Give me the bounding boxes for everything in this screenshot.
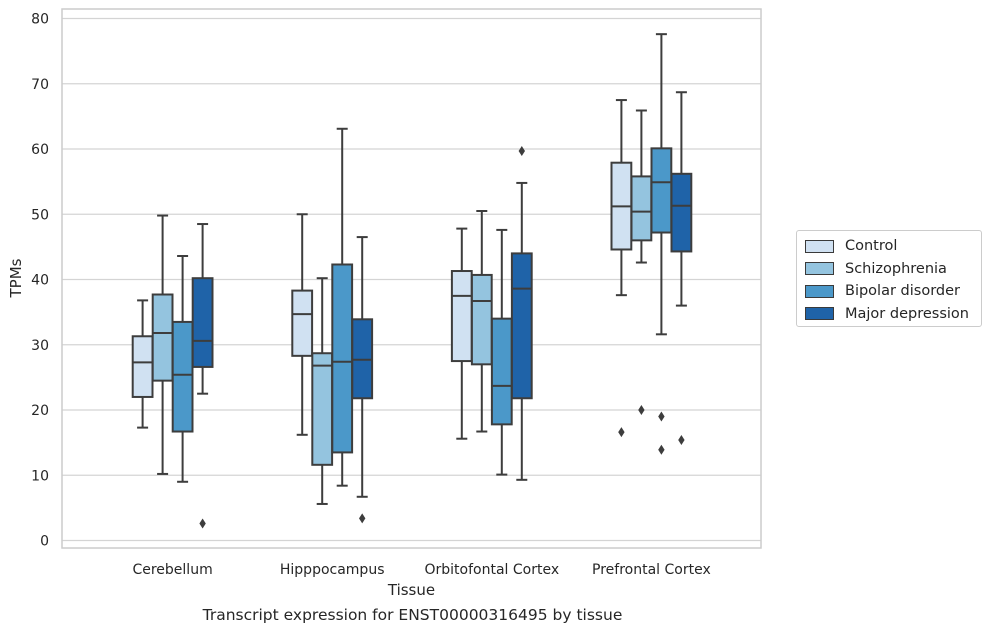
- x-tick-label: Orbitofontal Cortex: [424, 562, 559, 578]
- legend-item: Control: [805, 235, 981, 258]
- legend-item: Major depression: [805, 303, 981, 326]
- box: [131, 299, 154, 429]
- legend-label: Bipolar disorder: [845, 283, 960, 300]
- box: [331, 127, 354, 487]
- y-tick-label: 50: [31, 207, 49, 223]
- box-body: [470, 273, 493, 366]
- box: [191, 223, 214, 529]
- box-series: [131, 33, 693, 529]
- box: [291, 213, 314, 436]
- box: [311, 277, 334, 505]
- box-body: [171, 320, 194, 433]
- box-body: [191, 277, 214, 368]
- y-axis-ticks: 0 10 20 30 40 50 60 70 80: [31, 12, 49, 550]
- x-tick-label: Cerebellum: [132, 562, 212, 578]
- y-tick-label: 0: [40, 534, 49, 550]
- legend-swatch: [805, 262, 834, 276]
- plot-area-background: [62, 9, 761, 548]
- box-body: [630, 175, 653, 242]
- x-tick-label: Prefrontal Cortex: [592, 562, 711, 578]
- outlier-point: [678, 435, 685, 446]
- box-body: [151, 293, 174, 382]
- outlier-point: [518, 145, 525, 156]
- legend-item: Bipolar disorder: [805, 280, 981, 303]
- box: [610, 99, 633, 438]
- y-tick-label: 80: [31, 12, 49, 28]
- outlier-point: [199, 518, 206, 529]
- y-axis-label: TPMs: [7, 258, 25, 298]
- box-body: [670, 172, 693, 253]
- legend-item: Schizophrenia: [805, 258, 981, 281]
- series-control: [131, 99, 633, 440]
- box: [171, 255, 194, 483]
- outlier-point: [638, 405, 645, 415]
- outlier-point: [359, 513, 366, 524]
- plot-frame: [61, 8, 762, 549]
- series-major-depression: [191, 91, 693, 529]
- legend-label: Schizophrenia: [845, 260, 947, 277]
- box: [490, 228, 513, 476]
- x-axis-label: Tissue: [387, 581, 435, 599]
- box-body: [331, 263, 354, 454]
- y-tick-label: 60: [31, 142, 49, 158]
- legend-swatch: [805, 284, 834, 298]
- legend-label: Control: [845, 238, 898, 255]
- legend-label: Major depression: [845, 305, 969, 322]
- box-body: [650, 147, 673, 234]
- outlier-point: [658, 411, 665, 422]
- box-body: [510, 252, 533, 400]
- outlier-point: [658, 444, 665, 455]
- x-tick-label: Hipppocampus: [280, 562, 385, 578]
- series-bipolar-disorder: [171, 33, 673, 487]
- y-tick-label: 70: [31, 77, 49, 93]
- legend-swatch: [805, 307, 834, 321]
- box-body: [311, 352, 334, 466]
- y-tick-label: 10: [31, 468, 49, 484]
- box-body: [131, 335, 154, 398]
- chart-caption: Transcript expression for ENST0000031649…: [202, 606, 623, 624]
- outlier-point: [618, 427, 625, 438]
- legend-swatch: [805, 239, 834, 253]
- series-schizophrenia: [151, 109, 653, 505]
- box: [670, 91, 693, 446]
- box: [510, 145, 533, 481]
- x-axis-ticks: Cerebellum Hipppocampus Orbitofontal Corte…: [132, 562, 710, 578]
- y-tick-label: 20: [31, 403, 49, 419]
- legend: Control Schizophrenia Bipolar disorder Majo…: [796, 230, 982, 327]
- box-body: [490, 317, 513, 426]
- box: [650, 33, 673, 455]
- box-body: [450, 270, 473, 363]
- y-tick-label: 40: [31, 273, 49, 289]
- y-tick-label: 30: [31, 338, 49, 354]
- box: [351, 236, 374, 524]
- box-body: [291, 289, 314, 357]
